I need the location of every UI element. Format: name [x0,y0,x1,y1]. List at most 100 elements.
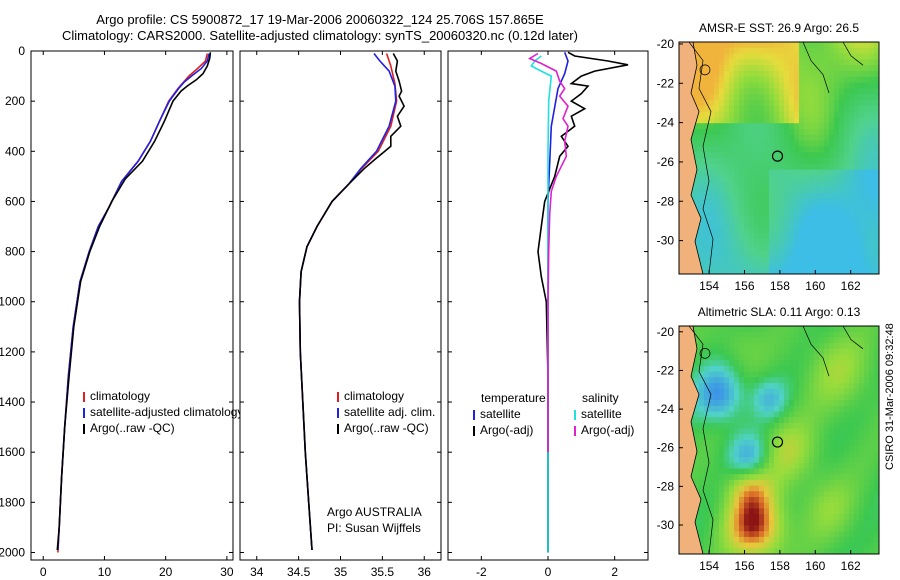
sla-map-cell [839,525,845,532]
sla-map-cell [729,440,735,447]
sla-map-cell [814,394,820,401]
sst-map-cell [764,256,770,263]
sla-map-cell [849,440,855,447]
sla-map-cell [744,479,750,487]
sla-map-cell [694,365,700,373]
sst-map-cell [864,42,870,49]
sla-map-cell [759,445,765,452]
sla-map-cell [709,371,715,378]
sst-map-cell [769,76,775,84]
sla-map-cell [764,365,770,373]
sla-map-cell [874,383,879,390]
sst-map-cell [779,262,785,269]
sla-map-cell [714,536,720,544]
sst-map-cell [739,117,745,124]
sst-map-cell [744,256,750,263]
sst-map-cell [694,134,700,142]
sla-map-cell [734,525,740,532]
sla-map-cell [829,491,835,498]
sst-map-cell [784,59,790,66]
sla-map-cell [799,525,805,532]
sst-map-cell [699,152,705,159]
sst-map-cell [819,71,825,78]
sst-map-cell [739,105,745,113]
sla-map-cell [824,434,830,441]
sla-map-cell [724,388,730,395]
sla-map-cell [769,417,775,424]
sla-map-cell [814,508,820,515]
sst-map-cell [754,216,760,223]
sst-map-cell [814,123,820,130]
sla-map-cell [869,337,875,344]
sla-map-cell [814,383,820,390]
sst-map-cell [714,71,720,78]
sla-map-cell [834,468,840,475]
sst-map-cell [749,140,755,147]
sla-map-cell [794,440,800,447]
temperature-xtick-label: 0 [40,565,47,579]
sst-map-cell [729,221,735,229]
sla-map-cell [834,394,840,401]
sla-map-cell [724,508,730,515]
sla-map-cell [839,388,845,395]
sla-map-cell [854,457,860,464]
sla-map-cell [779,474,785,481]
sst-map-cell [779,65,785,72]
sla-map-cell [719,383,725,390]
sst-map-cell [839,71,845,78]
sla-map-cell [834,536,840,544]
sla-map-cell [784,371,790,378]
sla-map-cell [819,519,825,527]
sla-map-cell [844,377,850,384]
sla-map-cell [729,411,735,418]
sla-map-cell [754,462,760,470]
sla-map-cell [779,468,785,475]
sst-map-cell [809,152,815,159]
sla-map-cell [709,485,715,492]
sla-map-cell [709,394,715,401]
sst-map-cell [874,53,879,60]
sst-map-cell [709,129,715,136]
sla-map-cell [849,411,855,418]
sst-map-cell [819,94,825,101]
sst-map-cell [834,175,840,182]
sla-map-cell [874,371,879,378]
sst-map-cell [784,187,790,194]
sla-map-cell [764,371,770,378]
sla-map-cell [734,388,740,395]
sst-map-cell [694,158,700,165]
sla-map-cell [789,377,795,384]
sla-map-cell [779,525,785,532]
sla-map-cell [814,468,820,475]
sla-map-cell [694,462,700,470]
sla-map-cell [724,491,730,498]
sst-map-cell [714,169,720,176]
sla-map-cell [759,377,765,384]
sst-map-cell [859,82,865,89]
sla-map-cell [729,519,735,527]
sst-map-cell [819,169,825,176]
sst-map-cell [819,42,825,49]
sst-map-cell [864,256,870,263]
sst-map-cell [694,175,700,182]
sla-map-cell [874,502,879,509]
sla-map-cell [794,542,800,549]
sst-map-cell [839,53,845,60]
sst-map-cell [819,100,825,107]
sst-map-cell [754,245,760,252]
sla-map-cell [719,536,725,544]
sla-map-cell [854,479,860,487]
sst-map-cell [754,268,760,274]
sla-map-cell [699,394,705,401]
sla-map-cell [769,354,775,361]
sla-map-cell [789,400,795,407]
sst-map-cell [834,245,840,252]
sst-map-cell [829,221,835,229]
sla-map-cell [819,491,825,498]
sst-map-cell [849,100,855,107]
sla-map-cell [799,497,805,504]
sst-map-cell [834,169,840,176]
sst-map-cell [709,204,715,211]
sst-map-cell [789,42,795,49]
sst-map-cell [724,59,730,66]
